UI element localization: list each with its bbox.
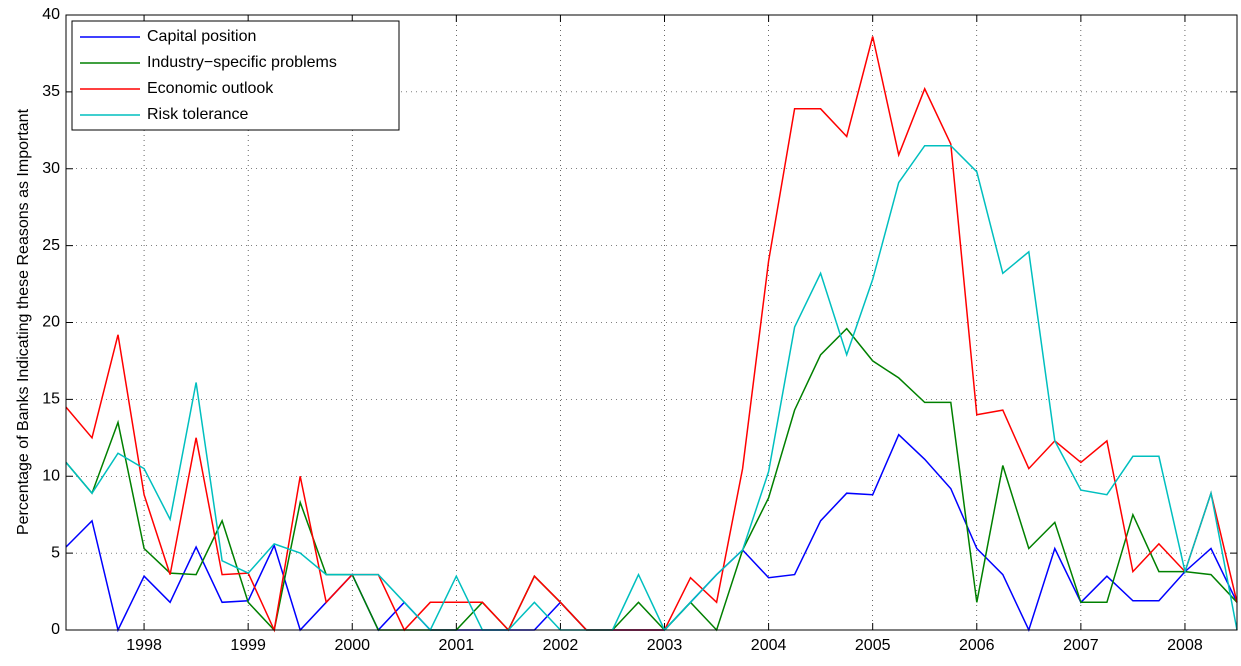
y-tick-label: 0 xyxy=(51,621,60,638)
x-tick-label: 2000 xyxy=(334,637,370,654)
x-tick-label: 1998 xyxy=(126,637,162,654)
x-tick-label: 2007 xyxy=(1063,637,1099,654)
legend-label: Risk tolerance xyxy=(147,106,248,123)
y-tick-label: 15 xyxy=(42,391,60,408)
y-tick-label: 30 xyxy=(42,160,60,177)
legend-label: Industry−specific problems xyxy=(147,54,337,71)
y-tick-label: 5 xyxy=(51,544,60,561)
y-tick-label: 35 xyxy=(42,83,60,100)
x-tick-label: 2008 xyxy=(1167,637,1203,654)
y-tick-label: 20 xyxy=(42,314,60,331)
y-tick-label: 25 xyxy=(42,237,60,254)
legend: Capital position Industry−specific proble… xyxy=(71,20,400,131)
legend-label: Economic outlook xyxy=(147,80,274,97)
data-line xyxy=(65,144,1238,632)
y-tick-label: 10 xyxy=(42,467,60,484)
axes-frame xyxy=(65,14,1238,631)
legend-label: Capital position xyxy=(147,28,256,45)
y-axis-label: Percentage of Banks Indicating these Rea… xyxy=(15,108,32,535)
x-tick-label: 2001 xyxy=(439,637,475,654)
x-tick-label: 2005 xyxy=(855,637,891,654)
x-tick-label: 1999 xyxy=(230,637,266,654)
data-line xyxy=(65,327,1238,632)
x-tick-label: 2006 xyxy=(959,637,995,654)
legend-box xyxy=(71,20,400,131)
y-tick-label: 40 xyxy=(42,6,60,23)
x-tick-label: 2002 xyxy=(543,637,579,654)
x-tick-label: 2004 xyxy=(751,637,787,654)
x-tick-label: 2003 xyxy=(647,637,683,654)
